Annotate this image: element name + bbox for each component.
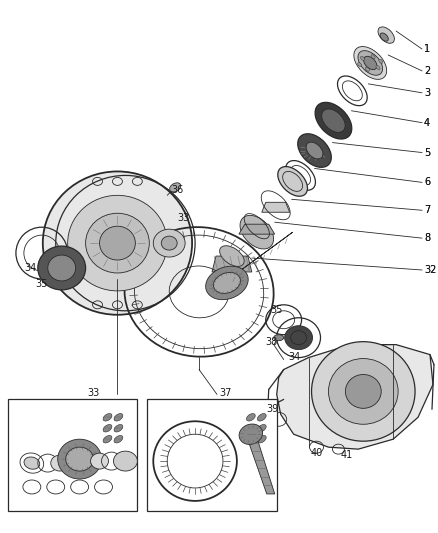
- Ellipse shape: [66, 447, 94, 471]
- Polygon shape: [262, 203, 290, 212]
- Ellipse shape: [365, 67, 370, 71]
- Text: 35: 35: [35, 279, 47, 289]
- Ellipse shape: [274, 335, 284, 341]
- Text: 34: 34: [289, 352, 301, 361]
- Ellipse shape: [48, 255, 76, 281]
- Ellipse shape: [379, 59, 383, 63]
- Text: 32: 32: [424, 265, 436, 275]
- Ellipse shape: [103, 414, 112, 421]
- Text: 32: 32: [424, 265, 436, 275]
- Text: 8: 8: [424, 233, 430, 243]
- Ellipse shape: [371, 55, 375, 59]
- Text: 3: 3: [424, 88, 430, 98]
- Ellipse shape: [376, 66, 380, 70]
- Text: 34: 34: [24, 263, 36, 273]
- Text: 7: 7: [424, 205, 430, 215]
- Text: 39: 39: [267, 405, 279, 414]
- Ellipse shape: [43, 172, 192, 315]
- Text: 7: 7: [424, 205, 430, 215]
- Ellipse shape: [170, 183, 181, 192]
- Text: 4: 4: [424, 118, 430, 128]
- Text: 33: 33: [177, 213, 189, 223]
- Polygon shape: [246, 434, 275, 494]
- Polygon shape: [212, 256, 252, 272]
- Ellipse shape: [114, 435, 123, 443]
- Ellipse shape: [113, 451, 138, 471]
- Text: 4: 4: [424, 118, 430, 128]
- Ellipse shape: [161, 236, 177, 250]
- Text: 6: 6: [424, 177, 430, 188]
- Ellipse shape: [240, 215, 274, 249]
- Bar: [8, 399, 138, 511]
- Ellipse shape: [311, 342, 415, 441]
- Text: 36: 36: [171, 185, 184, 196]
- Ellipse shape: [114, 414, 123, 421]
- Ellipse shape: [358, 62, 362, 67]
- Polygon shape: [239, 224, 275, 234]
- Ellipse shape: [68, 195, 167, 291]
- Ellipse shape: [322, 109, 345, 132]
- Ellipse shape: [213, 272, 240, 294]
- Ellipse shape: [91, 453, 109, 469]
- Ellipse shape: [278, 166, 307, 196]
- Ellipse shape: [219, 246, 244, 266]
- Ellipse shape: [153, 229, 185, 257]
- Ellipse shape: [315, 102, 352, 139]
- Text: 1: 1: [424, 44, 430, 54]
- Ellipse shape: [206, 266, 248, 300]
- Ellipse shape: [247, 435, 255, 443]
- Ellipse shape: [378, 27, 394, 43]
- Ellipse shape: [38, 246, 85, 290]
- Text: 37: 37: [219, 389, 231, 398]
- Ellipse shape: [328, 359, 398, 424]
- Text: 41: 41: [340, 450, 353, 460]
- Text: 40: 40: [311, 448, 323, 458]
- Polygon shape: [225, 232, 293, 282]
- Text: 35: 35: [271, 305, 283, 315]
- Text: 2: 2: [424, 66, 430, 76]
- Text: 38: 38: [266, 337, 278, 346]
- Ellipse shape: [298, 134, 331, 167]
- Text: 5: 5: [424, 148, 430, 158]
- Ellipse shape: [247, 414, 255, 421]
- Ellipse shape: [114, 424, 123, 432]
- Ellipse shape: [285, 326, 313, 350]
- Ellipse shape: [247, 424, 255, 432]
- Ellipse shape: [99, 226, 135, 260]
- Text: 8: 8: [424, 233, 430, 243]
- Text: 5: 5: [424, 148, 430, 158]
- Ellipse shape: [51, 455, 69, 471]
- Ellipse shape: [364, 56, 377, 70]
- Text: 3: 3: [424, 88, 430, 98]
- Ellipse shape: [354, 46, 387, 79]
- Text: 6: 6: [424, 177, 430, 188]
- Ellipse shape: [306, 142, 323, 159]
- Ellipse shape: [103, 424, 112, 432]
- Polygon shape: [277, 345, 433, 449]
- Ellipse shape: [380, 33, 389, 41]
- Ellipse shape: [58, 439, 102, 479]
- Bar: [147, 399, 277, 511]
- Ellipse shape: [258, 424, 266, 432]
- Ellipse shape: [258, 435, 266, 443]
- Ellipse shape: [239, 424, 262, 445]
- Ellipse shape: [346, 375, 381, 408]
- Ellipse shape: [358, 51, 382, 75]
- Ellipse shape: [258, 414, 266, 421]
- Ellipse shape: [85, 213, 149, 273]
- Ellipse shape: [103, 435, 112, 443]
- Ellipse shape: [360, 56, 364, 60]
- Text: 2: 2: [424, 66, 430, 76]
- Ellipse shape: [24, 457, 40, 469]
- Text: 33: 33: [88, 389, 100, 398]
- Text: 1: 1: [424, 44, 430, 54]
